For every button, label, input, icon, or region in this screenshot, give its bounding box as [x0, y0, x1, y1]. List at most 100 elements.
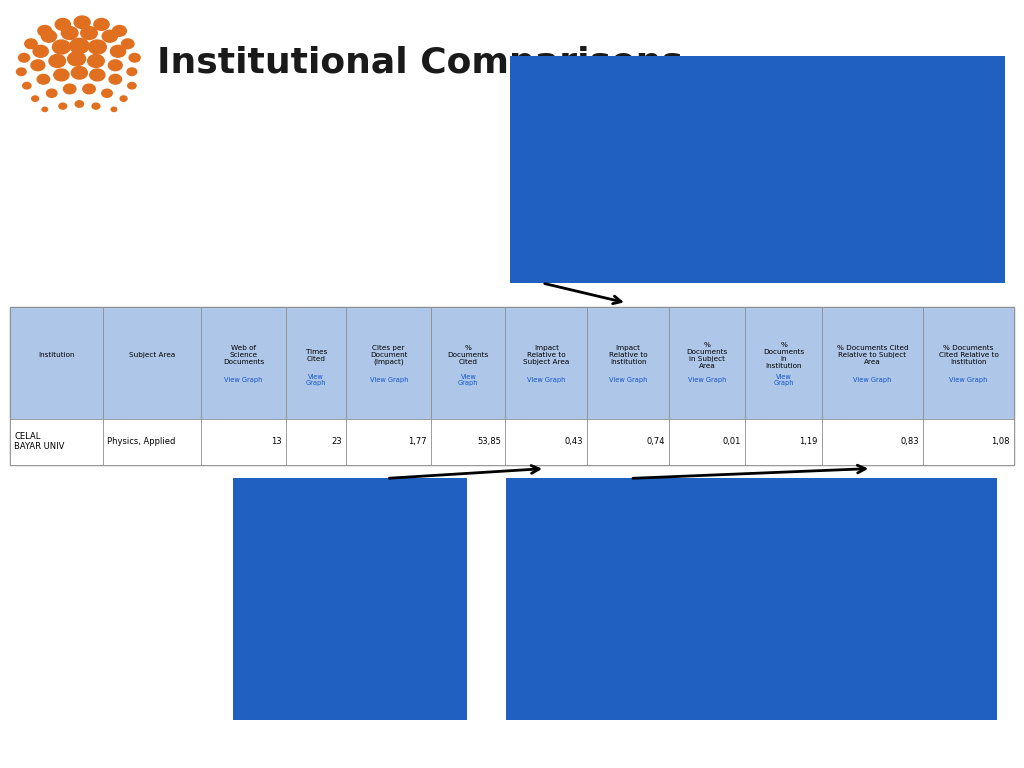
Text: View Graph: View Graph	[949, 377, 988, 382]
Circle shape	[46, 89, 57, 98]
Circle shape	[18, 54, 30, 62]
Text: Beklenen değer 1.00'dır.: Beklenen değer 1.00'dır.	[668, 251, 847, 267]
Text: Subject Area: Subject Area	[698, 521, 805, 535]
Text: alanındaki atıf almış yayınların: alanındaki atıf almış yayınların	[639, 637, 864, 652]
Circle shape	[49, 55, 66, 68]
Circle shape	[55, 18, 71, 30]
Text: %
Documents
in Subject
Area: % Documents in Subject Area	[687, 342, 728, 369]
Circle shape	[94, 18, 110, 30]
Text: View Graph: View Graph	[609, 377, 647, 382]
Text: View Graph: View Graph	[370, 377, 408, 382]
Text: CELAL
BAYAR UNIV: CELAL BAYAR UNIV	[14, 432, 65, 452]
Text: View
Graph: View Graph	[458, 373, 478, 386]
Circle shape	[33, 45, 48, 58]
Text: : Söz konusu: : Söz konusu	[706, 550, 798, 564]
Text: :: :	[348, 550, 352, 564]
Text: 1,19: 1,19	[800, 437, 818, 446]
Text: 1,08: 1,08	[991, 437, 1010, 446]
Text: etkinin, konu: etkinin, konu	[302, 608, 398, 623]
Text: konu alanının yarattığı: konu alanının yarattığı	[675, 164, 840, 180]
Circle shape	[31, 60, 45, 71]
Circle shape	[32, 96, 39, 101]
Text: View Graph: View Graph	[853, 377, 892, 382]
Text: 23: 23	[332, 437, 342, 446]
Circle shape	[81, 27, 97, 39]
Circle shape	[112, 108, 117, 111]
Text: Impact
Relative to
Subject Area: Impact Relative to Subject Area	[523, 345, 569, 366]
Text: View Graph: View Graph	[688, 377, 726, 382]
Text: 1.00'dır.: 1.00'dır.	[722, 696, 781, 710]
Text: 53,85: 53,85	[477, 437, 502, 446]
Text: % Documents Cited Relative to: % Documents Cited Relative to	[624, 492, 880, 506]
Circle shape	[111, 45, 126, 58]
Text: Institutional Comparisons: Institutional Comparisons	[157, 46, 683, 80]
Text: değer 1.00'dır.: değer 1.00'dır.	[297, 696, 403, 712]
Text: Web of
Science
Documents: Web of Science Documents	[223, 345, 264, 366]
Circle shape	[74, 16, 90, 28]
Text: Impact
Relative to
Institution: Impact Relative to Institution	[609, 345, 647, 366]
Circle shape	[68, 52, 86, 66]
Circle shape	[92, 103, 99, 109]
Circle shape	[52, 40, 71, 54]
Circle shape	[38, 25, 51, 36]
Text: View
Graph: View Graph	[773, 373, 794, 386]
Text: alanından beklenen: alanından beklenen	[278, 637, 423, 652]
Text: Times
Cited: Times Cited	[305, 349, 327, 362]
Circle shape	[41, 31, 56, 42]
Text: 1,77: 1,77	[409, 437, 427, 446]
Circle shape	[42, 108, 47, 111]
Circle shape	[23, 82, 31, 89]
Circle shape	[120, 96, 127, 101]
Circle shape	[102, 31, 118, 42]
Text: 13: 13	[271, 437, 282, 446]
Circle shape	[88, 40, 106, 54]
Text: Institution: Institution	[714, 105, 801, 120]
Text: Impact Relative to: Impact Relative to	[274, 492, 426, 506]
Text: yüzdesine oranı. Beklenen değer: yüzdesine oranı. Beklenen değer	[631, 667, 872, 683]
Circle shape	[101, 89, 113, 98]
Circle shape	[25, 39, 37, 48]
Text: Cites per
Document
(Impact): Cites per Document (Impact)	[370, 345, 408, 366]
Circle shape	[59, 103, 67, 109]
Text: View Graph: View Graph	[527, 377, 565, 382]
Text: Subject Area: Subject Area	[297, 521, 403, 535]
Circle shape	[113, 25, 126, 36]
Text: Physics, Applied: Physics, Applied	[108, 437, 175, 446]
Text: View Graph: View Graph	[224, 377, 263, 382]
Text: %
Documents
in
Institution: % Documents in Institution	[763, 342, 804, 369]
Circle shape	[88, 55, 104, 68]
Text: : Söz konusu: : Söz konusu	[711, 134, 804, 149]
Text: % Documents Cited
Relative to Subject
Area: % Documents Cited Relative to Subject Ar…	[837, 345, 908, 366]
Text: 0,01: 0,01	[723, 437, 741, 446]
Circle shape	[128, 82, 136, 89]
Text: Subject Area: Subject Area	[129, 353, 175, 358]
Text: etkiye oranı. Beklenen: etkiye oranı. Beklenen	[267, 667, 433, 681]
Text: dokümanların yüzdesinin, o konu: dokümanların yüzdesinin, o konu	[630, 608, 873, 623]
Circle shape	[83, 84, 95, 94]
Text: %
Documents
Cited: % Documents Cited	[447, 345, 489, 366]
Circle shape	[63, 84, 76, 94]
Text: 0,74: 0,74	[646, 437, 665, 446]
Text: 0,83: 0,83	[900, 437, 920, 446]
Text: View
Graph: View Graph	[306, 373, 327, 386]
Text: Institution: Institution	[38, 353, 75, 358]
Text: % Documents
Cited Relative to
Institution: % Documents Cited Relative to Institutio…	[939, 345, 998, 366]
Text: etkinin kurumdan beklenen: etkinin kurumdan beklenen	[656, 193, 858, 207]
Circle shape	[54, 69, 69, 81]
Circle shape	[70, 38, 89, 54]
Circle shape	[37, 74, 49, 84]
Circle shape	[109, 60, 122, 71]
Text: Impact Relative to: Impact Relative to	[681, 76, 834, 91]
Circle shape	[122, 39, 134, 48]
Circle shape	[90, 69, 104, 81]
Text: 0,43: 0,43	[564, 437, 584, 446]
Circle shape	[61, 27, 78, 39]
Circle shape	[72, 67, 87, 79]
Circle shape	[129, 54, 140, 62]
Circle shape	[16, 68, 27, 75]
Circle shape	[127, 68, 137, 75]
Circle shape	[75, 101, 84, 108]
Text: Yayınların yarattığı: Yayınların yarattığı	[282, 579, 419, 595]
Text: kurumda o konu alanında atıf alan: kurumda o konu alanında atıf alan	[626, 579, 878, 594]
Circle shape	[110, 74, 122, 84]
